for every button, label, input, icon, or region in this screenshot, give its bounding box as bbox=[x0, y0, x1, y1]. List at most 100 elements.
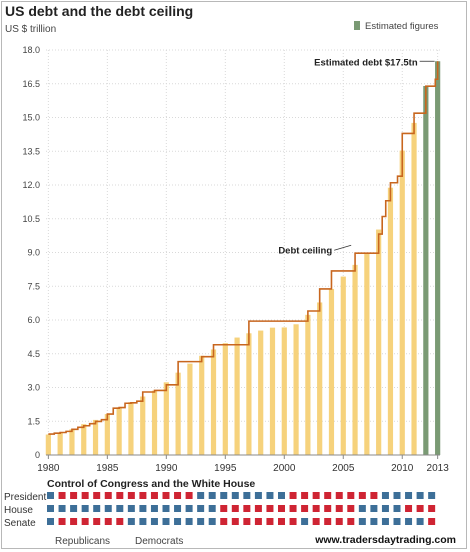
democrat-square bbox=[208, 505, 216, 512]
republican-square bbox=[370, 492, 378, 499]
debt-bar bbox=[104, 414, 110, 455]
debt-bar bbox=[305, 314, 311, 455]
website-credit: www.tradersdaytrading.com bbox=[314, 534, 456, 546]
y-tick-label: 0 bbox=[35, 450, 40, 460]
y-tick-label: 13.5 bbox=[22, 146, 40, 156]
democrat-square bbox=[243, 492, 251, 499]
debt-bar bbox=[399, 150, 405, 455]
estimated-bar bbox=[423, 86, 429, 455]
republican-square bbox=[347, 518, 355, 525]
legend-label-estimated: Estimated figures bbox=[365, 21, 439, 32]
republican-square bbox=[335, 505, 343, 512]
y-tick-label: 16.5 bbox=[22, 79, 40, 89]
republican-square bbox=[104, 518, 112, 525]
estimated-bar bbox=[435, 61, 441, 455]
democrat-square bbox=[47, 492, 54, 499]
x-tick-label: 2005 bbox=[332, 463, 355, 474]
republican-square bbox=[243, 518, 251, 525]
row-label-house: House bbox=[4, 505, 33, 516]
debt-bar bbox=[210, 349, 217, 455]
democrat-square bbox=[197, 518, 205, 525]
republican-square bbox=[301, 505, 309, 512]
debt-bar bbox=[116, 407, 122, 455]
democrat-square bbox=[116, 505, 124, 512]
y-tick-label: 15.0 bbox=[22, 113, 40, 123]
debt-bar bbox=[258, 330, 264, 455]
republican-square bbox=[220, 518, 228, 525]
republican-square bbox=[70, 518, 78, 525]
democrat-square bbox=[127, 505, 135, 512]
republican-square bbox=[312, 518, 320, 525]
democrat-square bbox=[150, 505, 158, 512]
democrat-square bbox=[58, 505, 66, 512]
legend-republicans: Republicans bbox=[55, 536, 110, 547]
republican-square bbox=[266, 505, 274, 512]
democrat-square bbox=[185, 518, 193, 525]
republican-square bbox=[150, 492, 158, 499]
x-tick-label: 2000 bbox=[273, 463, 296, 474]
x-tick-label: 2013 bbox=[427, 463, 450, 474]
debt-bar bbox=[352, 264, 358, 455]
republican-square bbox=[324, 492, 332, 499]
republican-square bbox=[70, 492, 78, 499]
democrat-square bbox=[278, 492, 285, 499]
republican-square bbox=[93, 492, 101, 499]
democrat-square bbox=[197, 505, 205, 512]
republican-square bbox=[58, 518, 66, 525]
debt-bar bbox=[376, 229, 382, 455]
legend-swatch-estimated bbox=[354, 21, 360, 30]
democrat-square bbox=[93, 505, 101, 512]
republican-square bbox=[347, 505, 355, 512]
republican-square bbox=[428, 505, 436, 512]
republican-square bbox=[116, 518, 124, 525]
debt-bar bbox=[163, 382, 169, 455]
chart-title: US debt and the debt ceiling bbox=[5, 3, 193, 19]
y-tick-label: 3.0 bbox=[27, 383, 40, 393]
republican-square bbox=[289, 505, 297, 512]
democrat-square bbox=[254, 492, 262, 499]
democrat-square bbox=[266, 492, 274, 499]
debt-bar bbox=[340, 276, 346, 455]
y-tick-label: 6.0 bbox=[27, 315, 40, 325]
democrat-square bbox=[47, 518, 54, 525]
y-tick-label: 10.5 bbox=[22, 214, 40, 224]
republican-square bbox=[428, 518, 436, 525]
debt-bar bbox=[69, 429, 75, 455]
democrat-square bbox=[393, 518, 401, 525]
x-tick-label: 1980 bbox=[37, 463, 60, 474]
democrat-square bbox=[381, 518, 389, 525]
debt-bar bbox=[175, 372, 181, 455]
control-grid bbox=[47, 492, 436, 525]
democrat-square bbox=[185, 505, 193, 512]
debt-ceiling-leader bbox=[334, 244, 352, 251]
y-tick-label: 7.5 bbox=[27, 281, 40, 291]
republican-square bbox=[104, 492, 112, 499]
debt-bar bbox=[45, 434, 51, 455]
debt-bar bbox=[187, 363, 193, 455]
republican-square bbox=[220, 505, 228, 512]
debt-bar bbox=[57, 432, 63, 455]
y-axis-label: US $ trillion bbox=[5, 24, 56, 35]
democrat-square bbox=[358, 518, 366, 525]
democrat-square bbox=[174, 518, 182, 525]
democrat-square bbox=[127, 518, 135, 525]
debt-bar bbox=[317, 302, 323, 455]
republican-square bbox=[289, 518, 297, 525]
democrat-square bbox=[208, 518, 216, 525]
debt-bar bbox=[81, 424, 87, 455]
democrat-square bbox=[405, 492, 413, 499]
debt-bar bbox=[269, 327, 276, 455]
debt-bar bbox=[92, 419, 99, 455]
republican-square bbox=[254, 518, 262, 525]
democrat-square bbox=[139, 505, 147, 512]
debt-bar bbox=[128, 402, 134, 455]
democrat-square bbox=[231, 492, 239, 499]
debt-bar bbox=[328, 288, 335, 455]
republican-square bbox=[116, 492, 124, 499]
republican-square bbox=[185, 492, 193, 499]
democrat-square bbox=[405, 518, 413, 525]
republican-square bbox=[416, 505, 424, 512]
republican-square bbox=[81, 492, 89, 499]
